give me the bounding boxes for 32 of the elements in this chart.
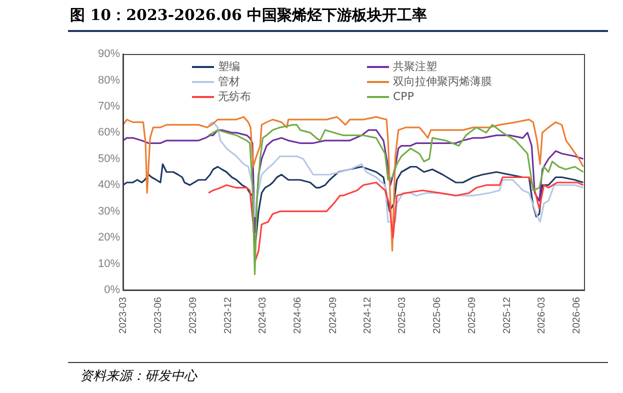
- legend-label: 塑编: [218, 59, 240, 74]
- chart-title: 图 10：2023-2026.06 中国聚烯烃下游板块开工率: [70, 6, 428, 25]
- y-tick-label: 50%: [98, 152, 120, 165]
- x-tick-label: 2023-09: [188, 296, 200, 334]
- legend-label: CPP: [393, 90, 414, 103]
- legend-label: 无纺布: [218, 89, 251, 104]
- y-tick-label: 70%: [98, 100, 120, 112]
- text: 资料来源：研发中心: [80, 368, 197, 385]
- y-tick-label: 10%: [98, 258, 120, 270]
- x-tick-label: 2023-06: [152, 296, 164, 334]
- x-tick-label: 2024-09: [328, 296, 339, 334]
- x-tick-label: 2025-09: [467, 296, 478, 334]
- legend-label: 双向拉伸聚丙烯薄膜: [393, 74, 492, 89]
- x-tick-label: 2024-03: [258, 296, 269, 334]
- y-tick-label: 40%: [98, 179, 120, 192]
- x-tick-label: 2025-03: [396, 296, 408, 334]
- x-tick-label: 2024-12: [362, 296, 374, 334]
- x-tick-label: 2024-06: [292, 296, 304, 334]
- x-tick-label: 2025-06: [432, 296, 444, 334]
- y-tick-label: 80%: [98, 74, 120, 86]
- legend-label: 管材: [218, 74, 240, 89]
- x-tick-label: 2023-03: [118, 296, 129, 334]
- x-tick-label: 2023-12: [222, 296, 234, 334]
- y-tick-label: 0%: [104, 284, 120, 296]
- y-tick-label: 20%: [98, 232, 120, 244]
- x-tick-label: 2026-06: [571, 296, 582, 334]
- x-tick-label: 2026-03: [536, 296, 548, 334]
- legend-label: 共聚注塑: [393, 59, 437, 74]
- y-tick-label: 60%: [98, 126, 120, 139]
- y-tick-label: 90%: [98, 48, 120, 60]
- x-tick-label: 2025-12: [502, 296, 513, 334]
- y-tick-label: 30%: [98, 205, 120, 218]
